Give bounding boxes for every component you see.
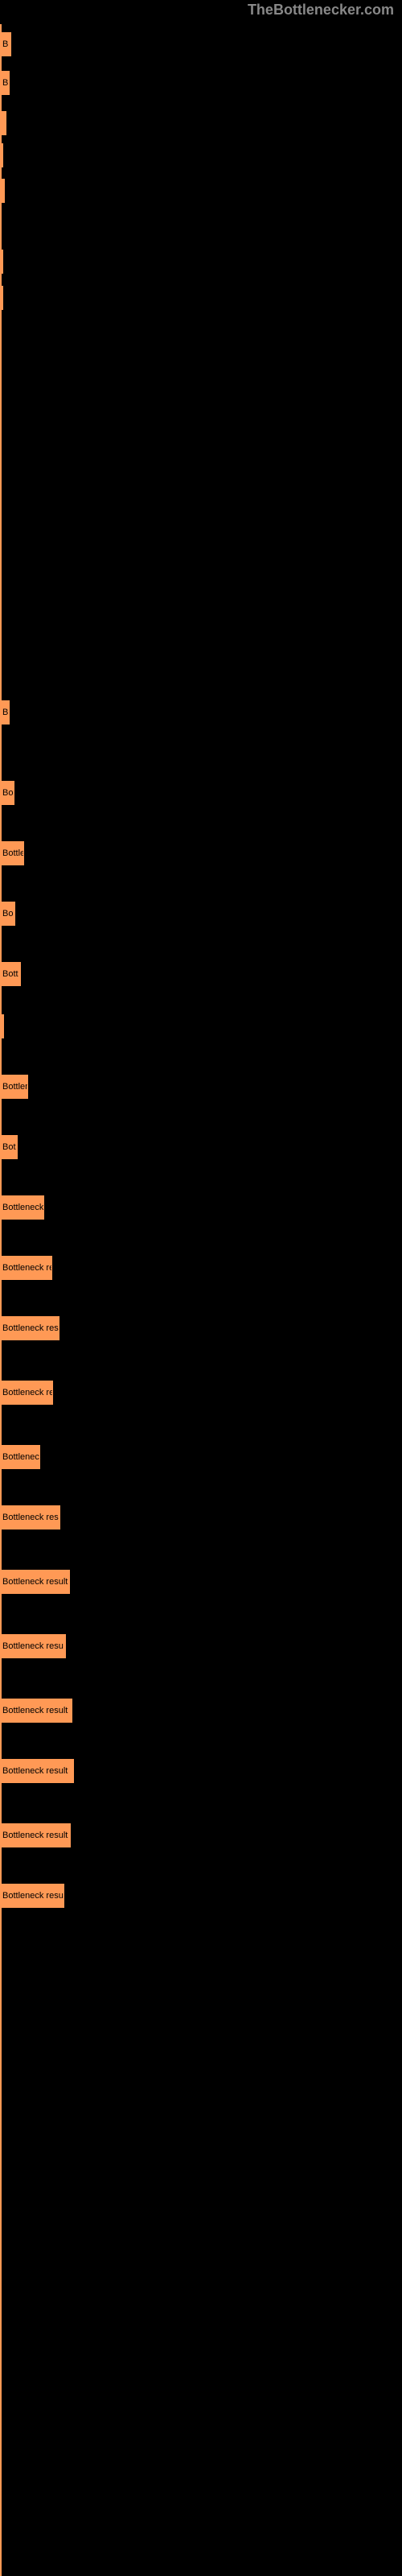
chart-bar: Bottleneck result [0,1823,71,1847]
chart-bar: Bottleneck result [0,1699,72,1723]
bar-row [0,111,6,135]
bar-row: B [0,700,10,724]
chart-bar: Bottlen [0,1075,28,1099]
bar-row: Bottleneck result [0,1570,70,1594]
chart-bar [0,179,5,203]
chart-bar: Bottleneck [0,1195,44,1220]
chart-bar: Bottleneck res [0,1316,59,1340]
bar-row: Bo [0,902,15,926]
bar-row: Bottleneck resu [0,1884,64,1908]
bar-row: B [0,32,11,56]
bar-row: Bottle [0,841,24,865]
bar-row: Bottleneck re [0,1381,53,1405]
chart-bar: Bottleneck [0,1445,40,1469]
bar-row: B [0,71,10,95]
bar-row: Bo [0,781,14,805]
bar-row [0,286,3,310]
bar-row: Bottleneck resu [0,1634,66,1658]
chart-container: TheBottlenecker.com BBBBoBottleBoBottBot… [0,0,402,2576]
chart-bar: B [0,32,11,56]
bar-row: Bott [0,962,21,986]
chart-bar [0,1014,4,1038]
chart-bar: B [0,71,10,95]
bar-row: Bottleneck [0,1445,40,1469]
watermark-text: TheBottlenecker.com [248,2,394,19]
chart-bar [0,143,3,167]
chart-bar: Bott [0,962,21,986]
chart-bar: Bottleneck result [0,1759,74,1783]
bar-row: Bottleneck res [0,1505,60,1530]
bar-row: Bottleneck re [0,1256,52,1280]
chart-bar [0,250,3,274]
bar-row [0,179,5,203]
bar-row [0,143,3,167]
bar-row [0,250,3,274]
bar-row [0,1014,4,1038]
bar-row: Bottleneck res [0,1316,59,1340]
bar-row: Bot [0,1135,18,1159]
chart-bar: Bot [0,1135,18,1159]
chart-bar: Bottleneck res [0,1505,60,1530]
chart-bar: Bo [0,902,15,926]
bar-row: Bottleneck [0,1195,44,1220]
y-axis-line [0,24,2,2576]
chart-bar: Bottleneck result [0,1570,70,1594]
chart-bar: Bottle [0,841,24,865]
chart-bar: Bo [0,781,14,805]
chart-bar [0,286,3,310]
chart-bar: Bottleneck re [0,1381,53,1405]
bar-row: Bottleneck result [0,1699,72,1723]
bar-row: Bottleneck result [0,1823,71,1847]
bar-row: Bottleneck result [0,1759,74,1783]
chart-bar: B [0,700,10,724]
chart-bar: Bottleneck re [0,1256,52,1280]
bar-row: Bottlen [0,1075,28,1099]
chart-bar: Bottleneck resu [0,1634,66,1658]
chart-bar [0,111,6,135]
chart-bar: Bottleneck resu [0,1884,64,1908]
